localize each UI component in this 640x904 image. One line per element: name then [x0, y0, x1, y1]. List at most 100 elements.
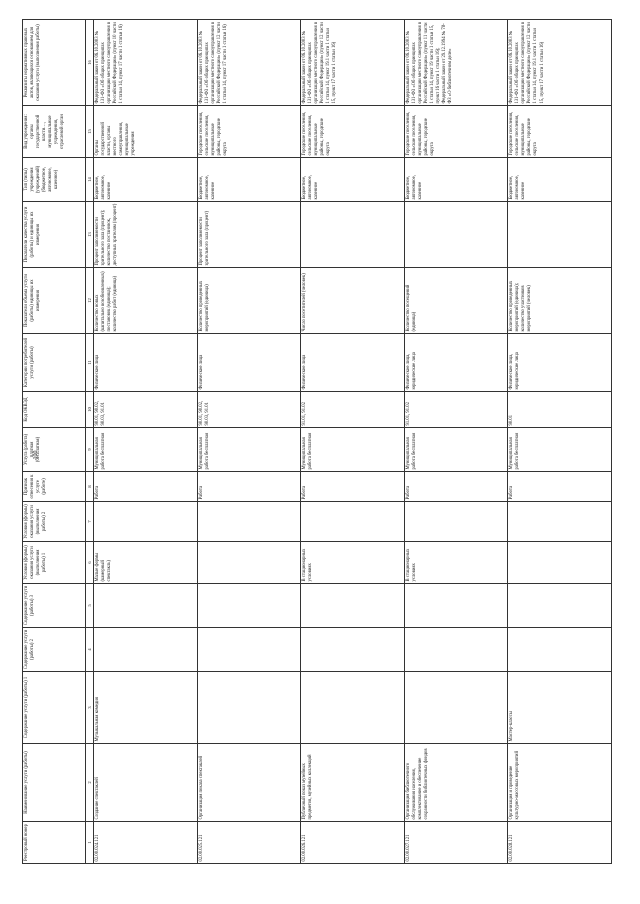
- service-sign: Работа: [507, 471, 612, 502]
- service-paid: Муниципальная работа бесплатная: [93, 427, 198, 472]
- column-number: 13: [85, 201, 94, 268]
- column-number: 14: [85, 157, 94, 202]
- services-registry-table: Реестровый номер Наименование услуги (ра…: [22, 19, 612, 864]
- service-name: Организация показа спектаклей: [197, 743, 301, 822]
- service-sign: Работа: [197, 471, 301, 502]
- service-condition-2: [300, 501, 405, 542]
- institution-kind: Городские поселения, сельские поселения,…: [300, 105, 405, 158]
- consumer-categories: Физические лица: [197, 333, 301, 392]
- volume-indicators: Количество проведенных мероприятий (един…: [507, 267, 612, 334]
- okved-code: 90.01: [507, 391, 612, 428]
- header-cell: Содержание услуги (работы) 3: [22, 583, 86, 628]
- column-number: 9: [85, 427, 94, 472]
- service-name: Организация библиотечного обслуживания н…: [404, 743, 508, 822]
- service-condition-2: [404, 501, 508, 542]
- registry-number: 02.00.025.121: [197, 821, 301, 864]
- column-number: 11: [85, 333, 94, 392]
- column-number: 8: [85, 471, 94, 502]
- registry-number: 02.00.027.121: [404, 821, 508, 864]
- service-sign: Работа: [404, 471, 508, 502]
- registry-number: 02.00.024.121: [93, 821, 198, 864]
- header-cell: Вид учреждения: органы государственной в…: [22, 105, 86, 158]
- service-content-1: Музыкальная комедия: [93, 671, 198, 744]
- service-content-1: [300, 671, 405, 744]
- column-number: 15: [85, 105, 94, 158]
- service-condition-2: [197, 501, 301, 542]
- okved-code: 90.01, 90.02, 90.03, 91.01: [197, 391, 301, 428]
- legal-acts: Федеральный закон от 06.10.2003 № 131-ФЗ…: [93, 19, 198, 106]
- column-number: 12: [85, 267, 94, 334]
- institution-kind: Городские поселения, сельские поселения,…: [404, 105, 508, 158]
- service-condition-1: [197, 541, 301, 584]
- institution-kind: Городские поселения, сельские поселения,…: [507, 105, 612, 158]
- header-cell: Категории потребителей услуги (работы): [22, 333, 86, 392]
- okved-code: 90.01, 90.02, 90.03, 91.01: [93, 391, 198, 428]
- institution-kind: Городские поселения, сельские поселения,…: [197, 105, 301, 158]
- service-content-1: Мастер-классы: [507, 671, 612, 744]
- column-number: 16: [85, 19, 94, 106]
- header-cell: Признак отнесения к услуге (работе): [22, 471, 86, 502]
- header-cell: Реквизиты нормативных правовых актов, яв…: [22, 19, 86, 106]
- header-cell: Содержание услуги (работы) 1: [22, 671, 86, 744]
- legal-acts: Федеральный закон от 06.10.2003 № 131-ФЗ…: [197, 19, 301, 106]
- header-cell: Показатели объема услуги (работы) единиц…: [22, 267, 86, 334]
- volume-indicators: Число посетителей (человек): [300, 267, 405, 334]
- table-row: 02.00.027.121 Организация библиотечного …: [404, 19, 508, 864]
- table-row: 02.00.028.121 Организация и проведение к…: [507, 19, 612, 864]
- header-cell: Условия (формы) оказания услуги (выполне…: [22, 541, 86, 584]
- service-name: Публичный показ музейных предметов, музе…: [300, 743, 405, 822]
- okved-code: 91.01, 91.02: [300, 391, 405, 428]
- consumer-categories: Физические лица: [93, 333, 198, 392]
- okved-code: 91.01, 91.02: [404, 391, 508, 428]
- consumer-categories: Физические лица: [300, 333, 405, 392]
- column-number: 7: [85, 501, 94, 542]
- column-number: 2: [85, 743, 94, 822]
- legal-acts: Федеральный закон от 06.10.2003 № 131-ФЗ…: [300, 19, 405, 106]
- header-cell: Показатели качества услуги (работы) и ед…: [22, 201, 86, 268]
- service-content-3: [93, 583, 198, 628]
- institution-type: Бюджетное, автономное, казенное: [507, 157, 612, 202]
- service-paid: Муниципальная работа бесплатная: [404, 427, 508, 472]
- institution-type: Бюджетное, автономное, казенное: [404, 157, 508, 202]
- institution-type: Бюджетное, автономное, казенное: [197, 157, 301, 202]
- header-cell: Услуга (работа) платная (бесплатная): [22, 427, 86, 472]
- service-condition-1: Малые формы (камерный спектакль): [93, 541, 198, 584]
- registry-number: 02.00.026.121: [300, 821, 405, 864]
- quality-indicators: [404, 201, 508, 268]
- service-content-2: [93, 627, 198, 672]
- rotated-table-wrapper: Реестровый номер Наименование услуги (ра…: [22, 19, 612, 864]
- registry-number: 02.00.028.121: [507, 821, 612, 864]
- header-cell: Код ОКВЭД: [22, 391, 86, 428]
- quality-indicators: Процент заполняемости зрительного зала (…: [197, 201, 301, 268]
- column-number: 6: [85, 541, 94, 584]
- service-content-3: [404, 583, 508, 628]
- service-sign: Работа: [300, 471, 405, 502]
- consumer-categories: Физические лица, юридические лица: [404, 333, 508, 392]
- service-content-1: [404, 671, 508, 744]
- institution-kind: Органы государственной власти, органы ме…: [93, 105, 198, 158]
- service-paid: Муниципальная работа бесплатная: [507, 427, 612, 472]
- column-number: 4: [85, 627, 94, 672]
- service-content-2: [404, 627, 508, 672]
- service-content-1: [197, 671, 301, 744]
- header-cell: Наименование услуги (работы): [22, 743, 86, 822]
- institution-type: Бюджетное, автономное, казенное: [300, 157, 405, 202]
- header-cell: Тип (типы) учреждения (учреждений) (бюдж…: [22, 157, 86, 202]
- volume-indicators: Количество проведенных мероприятий (един…: [197, 267, 301, 334]
- service-sign: Работа: [93, 471, 198, 502]
- service-content-2: [300, 627, 405, 672]
- table-row: 02.00.025.121 Организация показа спектак…: [197, 19, 301, 864]
- legal-acts: Федеральный закон от 06.10.2003 № 131-ФЗ…: [404, 19, 508, 106]
- service-name: Организация и проведение культурно-массо…: [507, 743, 612, 822]
- legal-acts: Федеральный закон от 06.10.2003 № 131-ФЗ…: [507, 19, 612, 106]
- quality-indicators: [300, 201, 405, 268]
- service-condition-2: [93, 501, 198, 542]
- column-number: 5: [85, 583, 94, 628]
- service-content-3: [197, 583, 301, 628]
- table-header-row: Реестровый номер Наименование услуги (ра…: [22, 19, 86, 864]
- service-name: Создание спектаклей: [93, 743, 198, 822]
- quality-indicators: [507, 201, 612, 268]
- service-content-3: [300, 583, 405, 628]
- column-number: 3: [85, 671, 94, 744]
- table-row: 02.00.024.121 Создание спектаклей Музыка…: [93, 19, 198, 864]
